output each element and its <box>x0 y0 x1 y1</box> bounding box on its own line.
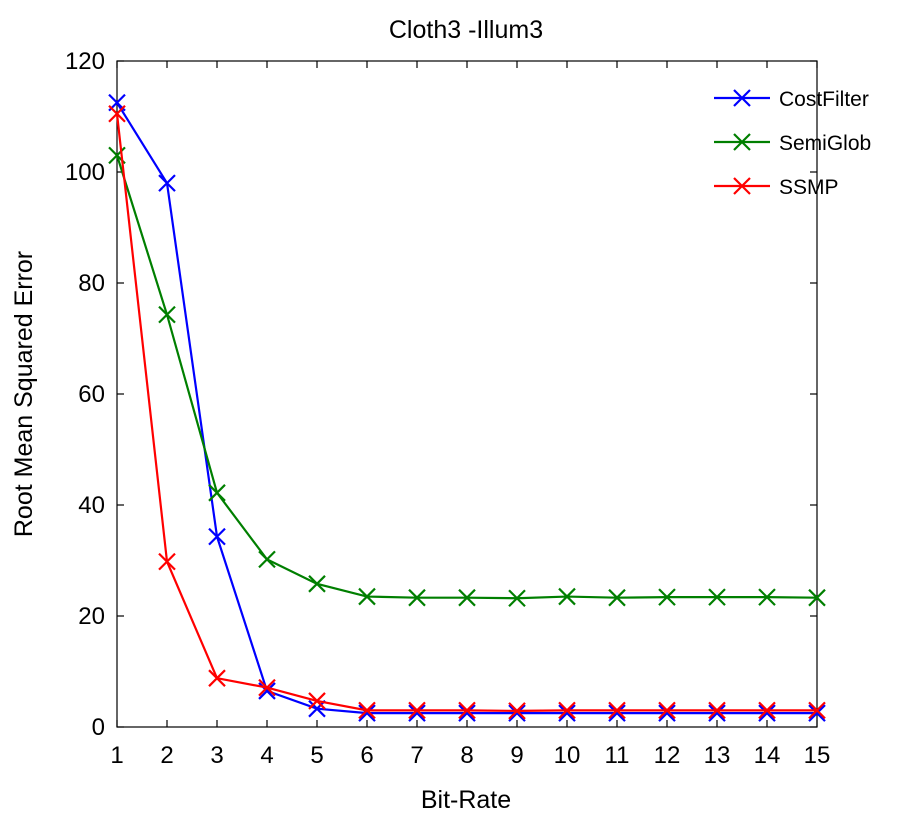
data-point <box>308 699 326 718</box>
data-point <box>708 704 726 722</box>
data-point <box>358 587 376 606</box>
data-point <box>808 588 826 607</box>
data-point <box>508 702 526 720</box>
data-point <box>258 550 276 569</box>
plot-series <box>108 93 826 722</box>
legend-item: CostFilter <box>714 88 869 111</box>
data-point <box>508 704 526 722</box>
y-tick-label: 60 <box>78 381 105 408</box>
x-tick-label: 13 <box>704 742 731 769</box>
x-tick-label: 3 <box>210 742 223 769</box>
data-point <box>808 701 826 720</box>
legend-label: SemiGlob <box>779 132 871 155</box>
legend-marker <box>733 89 751 107</box>
data-point <box>358 704 376 722</box>
data-point <box>158 174 176 192</box>
x-tick-label: 11 <box>605 742 630 769</box>
data-point <box>208 527 226 546</box>
data-point <box>408 701 426 720</box>
data-point <box>558 587 576 606</box>
x-tick-label: 7 <box>410 742 423 769</box>
data-point <box>558 701 576 720</box>
data-point <box>758 588 776 606</box>
x-tick-label: 4 <box>260 742 273 769</box>
legend-item: SemiGlob <box>714 132 871 155</box>
y-tick-label: 100 <box>65 159 105 186</box>
y-axis-label: Root Mean Squared Error <box>10 251 38 537</box>
y-tick-label: 40 <box>78 492 105 519</box>
data-point <box>658 588 676 606</box>
x-axis: 1 2 3 4 5 6 7 8 9 10 11 12 13 14 15 <box>110 61 830 769</box>
data-point <box>458 704 476 722</box>
legend: CostFilter SemiGlob SSMP <box>714 88 871 199</box>
x-tick-label: 14 <box>754 742 781 769</box>
x-tick-label: 9 <box>510 742 523 769</box>
chart-title: Cloth3 -Illum3 <box>389 16 543 44</box>
y-tick-label: 0 <box>92 714 105 741</box>
data-point <box>458 588 476 607</box>
data-point <box>608 588 626 607</box>
legend-label: CostFilter <box>779 88 869 111</box>
data-point <box>458 701 476 720</box>
data-point <box>158 305 176 324</box>
data-point <box>208 669 226 687</box>
data-point <box>708 701 726 720</box>
series-ssmp <box>108 104 826 720</box>
x-tick-label: 2 <box>160 742 173 769</box>
x-tick-label: 1 <box>110 742 123 769</box>
data-point <box>408 704 426 722</box>
x-tick-label: 15 <box>804 742 831 769</box>
y-axis: 0 20 40 60 80 100 120 <box>65 48 817 741</box>
data-point <box>158 552 176 571</box>
legend-label: SSMP <box>779 176 839 199</box>
data-point <box>608 701 626 720</box>
plot-area <box>116 60 818 728</box>
x-tick-label: 10 <box>554 742 581 769</box>
x-tick-label: 5 <box>310 742 323 769</box>
legend-marker <box>733 177 751 195</box>
data-point <box>258 678 276 697</box>
x-axis-label: Bit-Rate <box>421 786 511 814</box>
data-point <box>758 704 776 722</box>
y-tick-label: 80 <box>78 270 105 297</box>
data-point <box>558 704 576 722</box>
data-point <box>658 701 676 720</box>
legend-item: SSMP <box>714 176 839 199</box>
y-tick-label: 20 <box>78 603 105 630</box>
data-point <box>608 704 626 722</box>
data-point <box>358 701 376 720</box>
series-semiglob <box>108 146 826 608</box>
data-point <box>508 589 526 608</box>
x-tick-label: 12 <box>654 742 681 769</box>
data-point <box>408 588 426 607</box>
data-point <box>208 484 226 502</box>
y-tick-label: 120 <box>65 48 105 75</box>
data-point <box>308 575 326 593</box>
data-point <box>708 588 726 606</box>
legend-marker <box>733 133 751 151</box>
data-point <box>658 704 676 722</box>
data-point <box>308 692 326 710</box>
series-costfilter <box>108 93 826 722</box>
data-point <box>108 104 126 123</box>
data-point <box>808 704 826 722</box>
data-point <box>758 701 776 720</box>
x-tick-label: 6 <box>360 742 373 769</box>
x-tick-label: 8 <box>460 742 473 769</box>
